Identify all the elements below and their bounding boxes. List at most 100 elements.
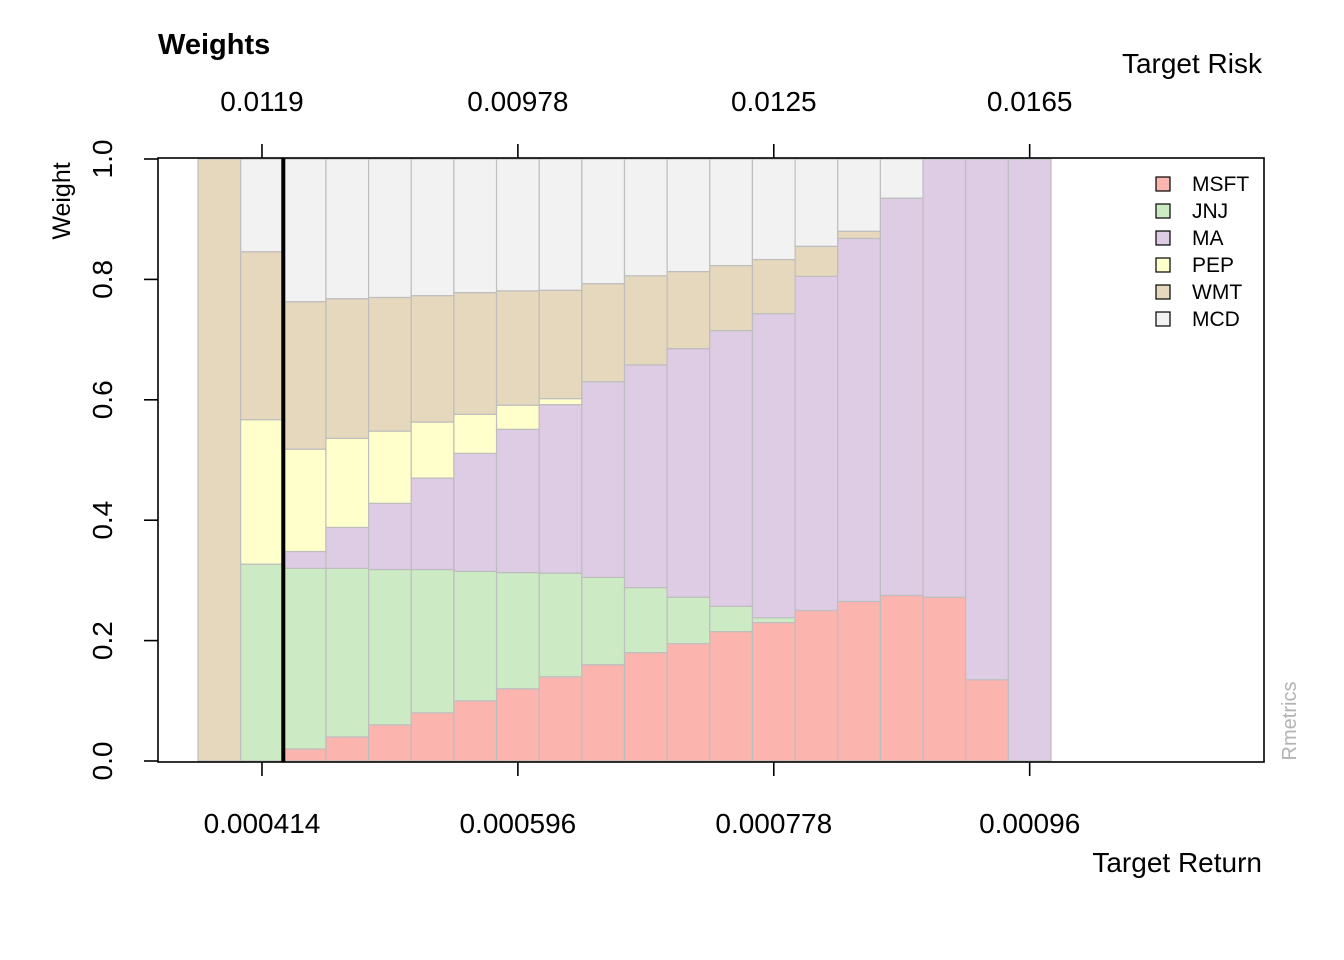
bottom-axis-title: Target Return [1092, 847, 1262, 878]
bar-segment-msft-6 [453, 700, 498, 762]
bar-segment-wmt-6 [453, 292, 498, 415]
bar-segment-pep-4 [368, 430, 412, 504]
axes-layer: 0.0 0.2 0.4 0.6 0.8 1.0 0.000414 0.0119 0.000596… [87, 86, 1265, 839]
bar-segment-ma-4 [368, 502, 412, 571]
y-tick-label: 0.6 [87, 380, 118, 419]
bar-segment-ma-15 [837, 237, 882, 603]
bar-segment-ma-5 [410, 477, 455, 571]
bar-segment-wmt-12 [709, 264, 754, 332]
bar-segment-msft-3 [325, 736, 370, 762]
y-tick-label: 0.0 [87, 742, 118, 781]
bar-segment-wmt-10 [623, 275, 668, 366]
x-top-tick-label: 0.0125 [731, 86, 817, 117]
y-tick-label: 1.0 [87, 140, 118, 179]
bar-segment-ma-12 [709, 329, 754, 607]
x-bottom-tick-label: 0.000596 [459, 808, 576, 839]
bar-segment-wmt-13 [751, 258, 796, 315]
bar-segment-mcd-10 [623, 158, 668, 277]
bar-segment-pep-5 [410, 421, 455, 479]
bar-segment-ma-9 [581, 381, 626, 578]
legend: MSFT JNJ MA PEP WMT MCD [1155, 173, 1249, 331]
bar-segment-wmt-15 [837, 230, 882, 240]
legend-label-ma: MA [1192, 227, 1224, 250]
bar-segment-msft-14 [794, 609, 839, 762]
x-top-tick-label: 0.00978 [467, 86, 568, 117]
bar-segment-ma-11 [666, 348, 711, 598]
bar-segment-jnj-13 [751, 617, 796, 624]
y-tick-label: 0.4 [87, 501, 118, 540]
x-top-tick-label: 0.0165 [987, 86, 1073, 117]
bar-segment-wmt-4 [368, 296, 412, 432]
legend-swatch-ma [1155, 230, 1171, 246]
bar-segment-pep-2 [282, 448, 327, 553]
rmetrics-credit: Rmetrics [1279, 682, 1301, 761]
bar-segment-wmt-3 [325, 298, 370, 439]
bar-segment-wmt-2 [282, 301, 327, 450]
bar-segment-mcd-9 [581, 158, 626, 285]
plot-frame [157, 157, 1265, 763]
bar-segment-mcd-15 [837, 158, 882, 232]
bar-segment-msft-2 [282, 748, 327, 762]
bar-segment-ma-7 [495, 428, 540, 574]
bar-segment-ma-3 [325, 526, 370, 569]
y-tick-label: 0.2 [87, 621, 118, 660]
bar-segment-mcd-3 [325, 158, 370, 300]
bar-segment-wmt-1 [240, 251, 284, 421]
legend-swatch-jnj [1155, 203, 1171, 219]
bar-segment-pep-8 [538, 397, 583, 406]
bar-segment-mcd-4 [368, 158, 412, 299]
bar-segment-msft-4 [368, 724, 412, 762]
bar-segment-jnj-7 [495, 571, 540, 690]
bar-segment-jnj-8 [538, 572, 583, 678]
bar-segment-jnj-12 [709, 605, 754, 633]
bar-segment-ma-6 [453, 452, 498, 572]
bar-segment-ma-10 [623, 364, 668, 589]
bar-segment-jnj-4 [368, 568, 412, 726]
bar-segment-mcd-14 [794, 158, 839, 247]
bar-segment-msft-12 [709, 630, 754, 762]
x-bottom-tick-label: 0.00096 [979, 808, 1080, 839]
bar-segment-mcd-12 [709, 158, 754, 267]
bar-segment-msft-8 [538, 676, 583, 762]
legend-label-msft: MSFT [1192, 173, 1249, 196]
bar-segment-ma-2 [282, 550, 327, 569]
top-axis-title: Target Risk [1122, 48, 1263, 79]
bar-segment-msft-9 [581, 664, 626, 762]
bar-segment-msft-15 [837, 600, 882, 762]
bar-segment-wmt-14 [794, 245, 839, 277]
bar-segment-jnj-9 [581, 576, 626, 666]
bar-segment-mcd-16 [879, 158, 924, 199]
bar-segment-wmt-0 [197, 158, 242, 762]
legend-label-wmt: WMT [1192, 281, 1242, 304]
bar-segment-wmt-8 [538, 289, 583, 400]
bar-segment-jnj-11 [666, 596, 711, 645]
legend-swatch-mcd [1155, 311, 1171, 327]
bar-segment-ma-13 [751, 313, 796, 619]
bar-segment-ma-19 [1007, 158, 1052, 762]
bar-segment-mcd-11 [666, 158, 711, 273]
bar-segment-ma-14 [794, 275, 839, 612]
bar-segment-wmt-9 [581, 283, 626, 383]
bar-segment-jnj-6 [453, 570, 498, 702]
bar-segment-ma-16 [879, 197, 924, 597]
bar-segment-mcd-13 [751, 158, 796, 261]
bar-segment-msft-11 [666, 643, 711, 762]
bar-segment-pep-6 [453, 413, 498, 454]
bars-layer [197, 158, 1052, 762]
bar-segment-jnj-5 [410, 568, 455, 714]
bar-segment-ma-8 [538, 404, 583, 574]
bar-segment-msft-10 [623, 652, 668, 762]
bar-segment-msft-16 [879, 594, 924, 762]
bar-segment-wmt-5 [410, 295, 455, 423]
bar-segment-wmt-7 [495, 290, 540, 406]
bar-segment-msft-18 [965, 679, 1009, 762]
bar-segment-pep-7 [495, 404, 540, 430]
bar-segment-msft-13 [751, 621, 796, 762]
y-tick-label: 0.8 [87, 260, 118, 299]
bar-segment-mcd-8 [538, 158, 583, 291]
bar-segment-mcd-1 [240, 158, 284, 253]
bar-segment-jnj-10 [623, 587, 668, 654]
bar-segment-jnj-2 [282, 567, 327, 750]
legend-label-pep: PEP [1192, 254, 1234, 277]
